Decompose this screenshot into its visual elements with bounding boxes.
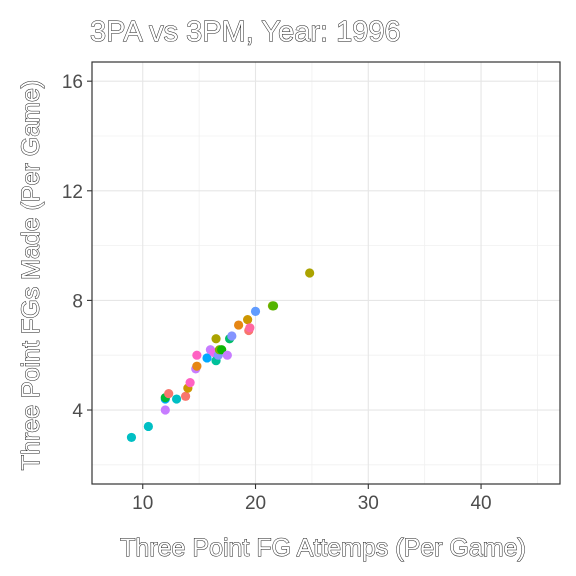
data-point	[192, 361, 202, 371]
plot-panel-border	[91, 61, 561, 485]
data-point	[250, 306, 261, 316]
x-axis-ticks: 10 20 30 40	[132, 484, 492, 514]
data-point	[202, 353, 212, 363]
x-tick-label: 10	[132, 493, 153, 514]
data-point	[305, 268, 315, 278]
y-axis-ticks: 4 8 12 16	[62, 72, 92, 422]
data-point	[268, 301, 279, 311]
data-point	[245, 323, 255, 333]
data-point	[143, 421, 153, 432]
minor-gridlines	[92, 62, 560, 484]
data-point	[181, 391, 191, 401]
x-tick-label: 20	[245, 493, 266, 514]
data-point	[171, 394, 182, 404]
data-point	[217, 345, 227, 355]
chart-title: 3PA vs 3PM, Year: 1996	[90, 16, 401, 48]
y-tick-label: 8	[72, 291, 83, 312]
data-point	[126, 432, 137, 443]
data-point	[164, 388, 174, 399]
data-point	[227, 331, 237, 341]
data-point	[222, 350, 232, 360]
data-point	[211, 334, 221, 344]
data-point	[192, 350, 202, 360]
y-tick-label: 4	[72, 401, 83, 422]
data-point	[160, 405, 170, 415]
data-point	[243, 314, 253, 325]
major-gridlines	[92, 62, 560, 484]
y-axis-title: Three Point FGs Made (Per Game)	[17, 80, 45, 470]
x-axis-title: Three Point FG Attemps (Per Game)	[120, 534, 526, 562]
x-tick-label: 40	[470, 493, 491, 514]
data-point	[234, 320, 244, 330]
y-tick-label: 16	[62, 72, 83, 93]
data-point	[185, 378, 195, 388]
x-tick-label: 30	[358, 493, 379, 514]
data-points	[126, 268, 315, 443]
y-tick-label: 12	[62, 182, 83, 203]
